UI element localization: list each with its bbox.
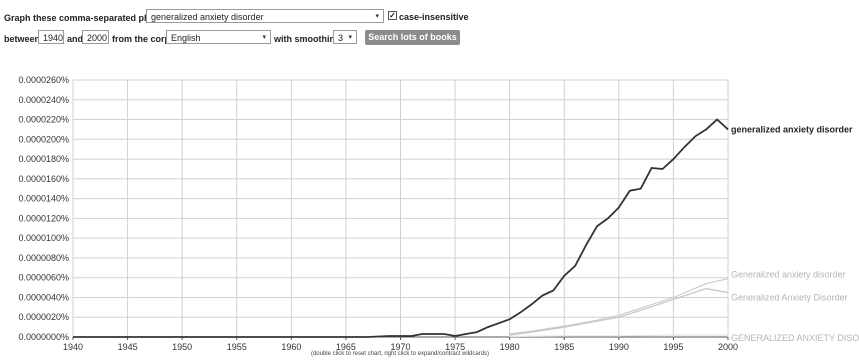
- x-tick-label: 1975: [445, 342, 465, 352]
- x-axis: 1940 1945 1950 1955 1960 1965 1970 1975 1980 1985…: [63, 342, 738, 352]
- corpus-label: from the corpus: [112, 34, 181, 44]
- corpus-select[interactable]: English ▾: [166, 30, 271, 44]
- chart-grid: [72, 79, 729, 340]
- chevron-down-icon: ▾: [262, 34, 266, 41]
- y-tick-label: 0.0000180%: [18, 154, 69, 164]
- x-tick-label: 1980: [500, 342, 520, 352]
- x-tick-label: 2000: [718, 342, 738, 352]
- chart-instructions: (double click to reset chart, right clic…: [310, 351, 490, 357]
- y-tick-label: 0.0000100%: [18, 233, 69, 243]
- series-labels: GENERALIZED ANXIETY DISORD Generalized An…: [731, 124, 859, 343]
- y-tick-label: 0.0000080%: [18, 253, 69, 263]
- y-tick-label: 0.0000040%: [18, 292, 69, 302]
- chart-series: [73, 118, 729, 338]
- x-tick-label: 1965: [336, 342, 356, 352]
- start-year-input[interactable]: 1940: [38, 30, 64, 44]
- y-tick-label: 0.0000160%: [18, 174, 69, 184]
- y-tick-label: 0.0000220%: [18, 115, 69, 125]
- y-tick-label: 0.0000140%: [18, 194, 69, 204]
- y-tick-label: 0.0000020%: [18, 312, 69, 322]
- end-year-input[interactable]: 2000: [82, 30, 109, 44]
- series-label: GENERALIZED ANXIETY DISORD: [731, 333, 859, 343]
- y-axis: 0.0000000% 0.0000020% 0.0000040% 0.0000060%…: [18, 75, 69, 342]
- series-label: Generalized Anxiety Disorder: [731, 293, 848, 303]
- series-line: [73, 118, 729, 338]
- phrases-input[interactable]: generalized anxiety disorder ▾: [146, 9, 384, 23]
- chevron-down-icon: ▾: [348, 34, 352, 41]
- phrases-label: Graph these comma-separated phrases:: [4, 13, 177, 23]
- and-label: and: [67, 34, 84, 44]
- y-tick-label: 0.0000200%: [18, 134, 69, 144]
- corpus-select-value: English: [171, 33, 201, 43]
- series-label: Generalized anxiety disorder: [731, 270, 846, 280]
- phrases-input-value: generalized anxiety disorder: [151, 12, 264, 22]
- check-icon: ✓: [389, 11, 396, 20]
- y-tick-label: 0.0000000%: [18, 332, 69, 342]
- series-line: [509, 278, 729, 335]
- x-tick-label: 1940: [63, 342, 83, 352]
- x-tick-label: 1995: [663, 342, 683, 352]
- x-tick-label: 1945: [118, 342, 138, 352]
- search-button[interactable]: Search lots of books: [365, 30, 460, 45]
- x-tick-label: 1970: [390, 342, 410, 352]
- smoothing-label: with smoothing of: [274, 34, 352, 44]
- series-label: generalized anxiety disorder: [731, 124, 853, 134]
- chevron-down-icon: ▾: [375, 13, 379, 20]
- x-tick-label: 1960: [281, 342, 301, 352]
- series-line: [509, 334, 728, 338]
- y-tick-label: 0.0000120%: [18, 213, 69, 223]
- y-tick-label: 0.0000260%: [18, 75, 69, 85]
- x-tick-label: 1955: [227, 342, 247, 352]
- y-tick-label: 0.0000060%: [18, 273, 69, 283]
- series-line: [509, 287, 729, 336]
- smoothing-select[interactable]: 3 ▾: [333, 30, 357, 44]
- case-insensitive-checkbox[interactable]: ✓: [388, 11, 397, 20]
- x-tick-label: 1950: [172, 342, 192, 352]
- between-label: between: [4, 34, 41, 44]
- x-tick-label: 1990: [609, 342, 629, 352]
- smoothing-select-value: 3: [338, 33, 344, 43]
- case-insensitive-label: case-insensitive: [399, 12, 469, 22]
- x-tick-label: 1985: [554, 342, 574, 352]
- y-tick-label: 0.0000240%: [18, 95, 69, 105]
